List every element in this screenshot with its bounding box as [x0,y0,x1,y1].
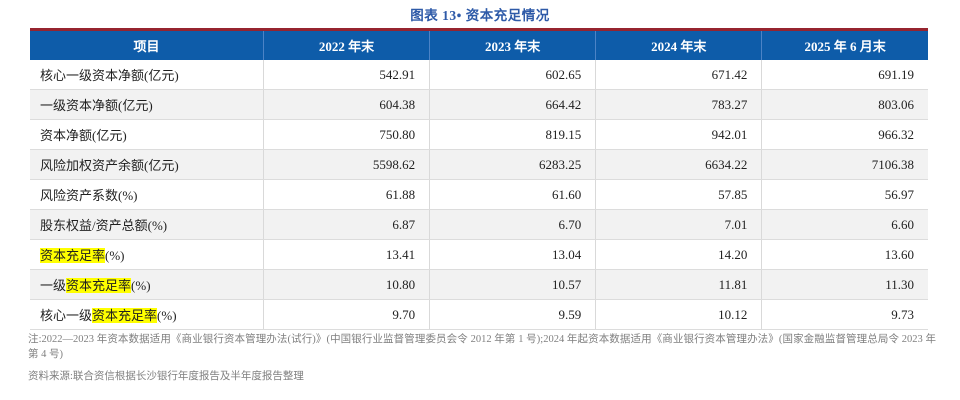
row-label-suffix: (%) [157,308,177,323]
row-label: 资本充足率(%) [30,239,264,270]
row-label: 资本净额(亿元) [30,119,264,150]
table-row: 核心一级资本充足率(%) 9.70 9.59 10.12 9.73 [30,299,928,330]
table-row: 风险资产系数(%) 61.88 61.60 57.85 56.97 [30,179,928,210]
cell-2022: 750.80 [263,119,431,150]
cell-2024: 7.01 [595,209,763,240]
cell-2025h1: 7106.38 [761,149,928,180]
cell-2024: 6634.22 [595,149,763,180]
source-line: 资料来源:联合资信根据长沙银行年度报告及半年度报告整理 [28,371,304,382]
page-title: 图表 13• 资本充足情况 [410,8,550,23]
row-label-prefix: 资本净额(亿元) [40,128,127,143]
cell-2024: 942.01 [595,119,763,150]
cell-2023: 10.57 [429,269,597,300]
footnote: 注:2022—2023 年资本数据适用《商业银行资本管理办法(试行)》(中国银行… [28,334,936,360]
row-label-prefix: 股东权益/资产总额(%) [40,218,168,233]
row-label-highlight: 资本充足率 [40,248,106,263]
cell-2024: 10.12 [595,299,763,330]
cell-2025h1: 13.60 [761,239,928,270]
column-header-2025h1: 2025 年 6 月末 [761,29,928,60]
cell-2023: 602.65 [429,60,597,90]
row-label-suffix: (%) [131,278,151,293]
column-header-item: 项目 [30,29,264,60]
row-label: 风险资产系数(%) [30,179,264,210]
cell-2025h1: 9.73 [761,299,928,330]
cell-2025h1: 6.60 [761,209,928,240]
table-row: 资本充足率(%) 13.41 13.04 14.20 13.60 [30,239,928,270]
row-label-highlight: 资本充足率 [92,308,158,323]
row-label-prefix: 风险资产系数(%) [40,188,138,203]
cell-2023: 6.70 [429,209,597,240]
column-header-2024: 2024 年末 [595,29,763,60]
cell-2022: 10.80 [263,269,431,300]
cell-2024: 11.81 [595,269,763,300]
cell-2022: 542.91 [263,60,431,90]
cell-2025h1: 803.06 [761,89,928,120]
row-label-suffix: (%) [105,248,125,263]
table-row: 股东权益/资产总额(%) 6.87 6.70 7.01 6.60 [30,209,928,240]
cell-2022: 9.70 [263,299,431,330]
cell-2022: 13.41 [263,239,431,270]
row-label-highlight: 资本充足率 [66,278,132,293]
row-label: 核心一级资本充足率(%) [30,299,264,330]
table-row: 一级资本充足率(%) 10.80 10.57 11.81 11.30 [30,269,928,300]
row-label: 一级资本净额(亿元) [30,89,264,120]
cell-2024: 783.27 [595,89,763,120]
cell-2025h1: 11.30 [761,269,928,300]
row-label: 一级资本充足率(%) [30,269,264,300]
table-row: 资本净额(亿元) 750.80 819.15 942.01 966.32 [30,119,928,150]
cell-2022: 5598.62 [263,149,431,180]
table-row: 风险加权资产余额(亿元) 5598.62 6283.25 6634.22 710… [30,149,928,180]
cell-2023: 6283.25 [429,149,597,180]
cell-2025h1: 691.19 [761,60,928,90]
cell-2024: 14.20 [595,239,763,270]
cell-2023: 9.59 [429,299,597,330]
cell-2024: 57.85 [595,179,763,210]
cell-2022: 604.38 [263,89,431,120]
row-label: 股东权益/资产总额(%) [30,209,264,240]
cell-2022: 6.87 [263,209,431,240]
row-label: 核心一级资本净额(亿元) [30,60,264,90]
row-label-prefix: 一级资本净额(亿元) [40,98,153,113]
column-header-2023: 2023 年末 [429,29,597,60]
table-row: 一级资本净额(亿元) 604.38 664.42 783.27 803.06 [30,89,928,120]
cell-2022: 61.88 [263,179,431,210]
capital-adequacy-table: 项目 2022 年末 2023 年末 2024 年末 2025 年 6 月末 核… [30,28,928,330]
cell-2023: 13.04 [429,239,597,270]
row-label: 风险加权资产余额(亿元) [30,149,264,180]
cell-2024: 671.42 [595,60,763,90]
row-label-prefix: 核心一级资本净额(亿元) [40,68,179,83]
cell-2025h1: 966.32 [761,119,928,150]
row-label-prefix: 风险加权资产余额(亿元) [40,158,179,173]
cell-2023: 819.15 [429,119,597,150]
cell-2025h1: 56.97 [761,179,928,210]
table-row: 核心一级资本净额(亿元) 542.91 602.65 671.42 691.19 [30,60,928,90]
row-label-prefix: 核心一级 [40,308,93,323]
row-label-prefix: 一级 [40,278,67,293]
column-header-2022: 2022 年末 [263,29,431,60]
cell-2023: 664.42 [429,89,597,120]
cell-2023: 61.60 [429,179,597,210]
table-header-row: 项目 2022 年末 2023 年末 2024 年末 2025 年 6 月末 [30,29,928,60]
